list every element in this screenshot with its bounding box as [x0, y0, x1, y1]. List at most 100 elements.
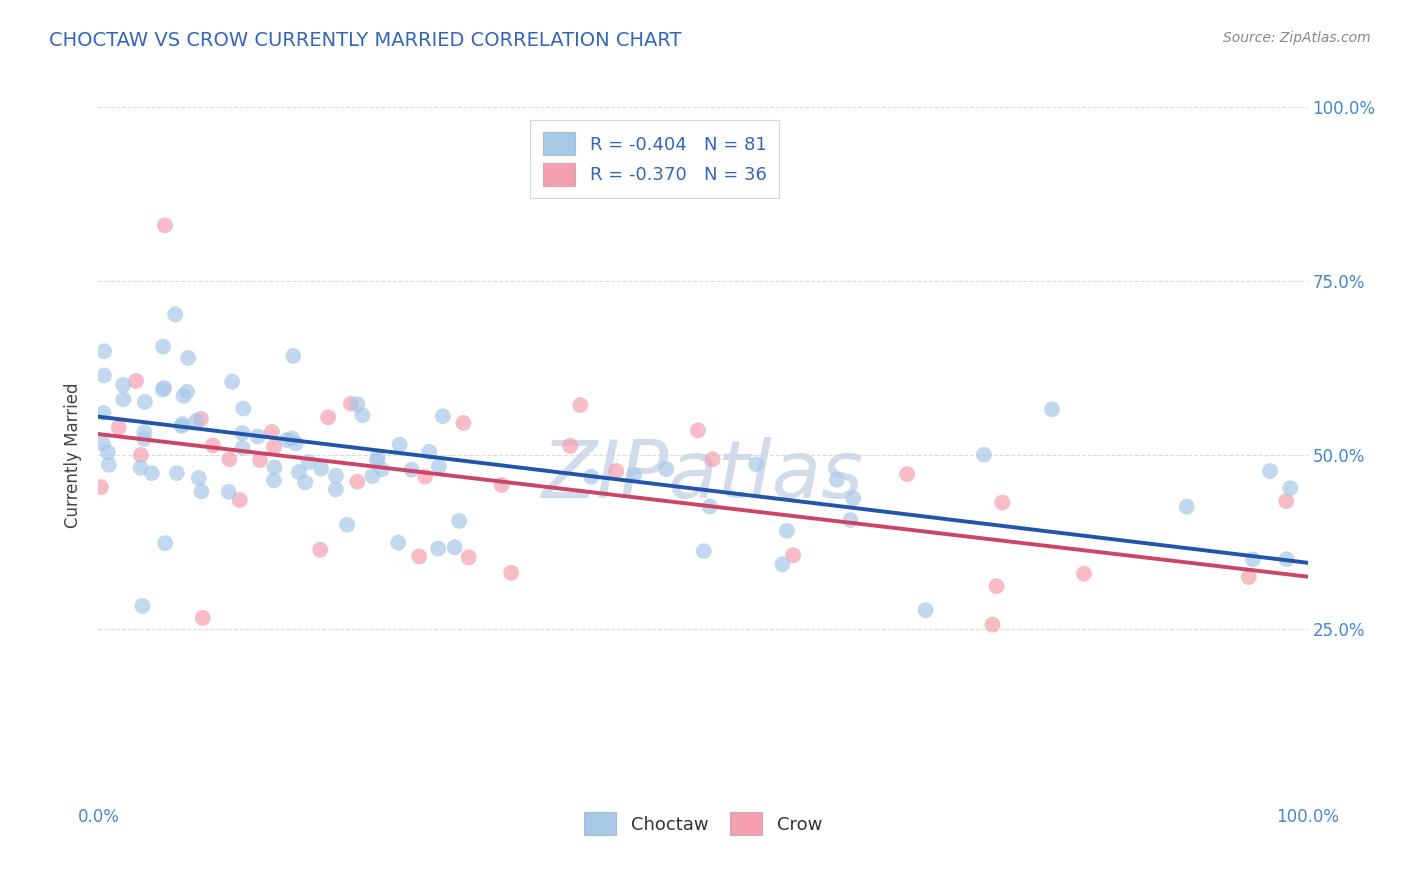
Point — [201, 438, 224, 452]
Point — [702, 452, 724, 467]
Point — [134, 432, 156, 446]
Point — [408, 549, 430, 564]
Point — [361, 469, 384, 483]
Point — [986, 579, 1008, 593]
Point — [283, 349, 305, 363]
Point — [93, 344, 115, 359]
Point — [699, 500, 721, 514]
Point — [340, 397, 363, 411]
Point — [776, 524, 799, 538]
Point — [246, 429, 269, 443]
Point — [165, 307, 187, 321]
Point — [401, 463, 423, 477]
Point — [93, 368, 115, 383]
Point — [134, 395, 156, 409]
Point — [388, 438, 411, 452]
Point — [177, 351, 200, 365]
Point — [1279, 481, 1302, 495]
Point — [842, 491, 865, 506]
Point — [218, 484, 240, 499]
Point — [91, 436, 114, 450]
Point — [294, 475, 316, 490]
Point — [387, 535, 409, 549]
Point — [443, 540, 465, 554]
Point — [297, 455, 319, 469]
Point — [581, 469, 603, 483]
Point — [153, 219, 176, 233]
Point — [346, 475, 368, 489]
Point — [325, 468, 347, 483]
Point — [1275, 494, 1298, 508]
Point — [745, 457, 768, 471]
Point — [1258, 464, 1281, 478]
Point — [112, 392, 135, 407]
Point — [770, 558, 793, 572]
Point — [129, 448, 152, 462]
Point — [190, 484, 212, 499]
Point — [914, 603, 936, 617]
Point — [97, 445, 120, 459]
Point — [191, 611, 214, 625]
Point — [782, 548, 804, 562]
Text: ZIPatlas: ZIPatlas — [541, 437, 865, 515]
Point — [288, 465, 311, 479]
Point — [1241, 552, 1264, 566]
Point — [418, 445, 440, 459]
Point — [232, 441, 254, 455]
Point — [352, 408, 374, 422]
Point — [325, 483, 347, 497]
Point — [131, 599, 153, 613]
Point — [309, 542, 332, 557]
Point — [558, 439, 581, 453]
Point — [569, 398, 592, 412]
Point — [693, 544, 716, 558]
Point — [276, 433, 298, 447]
Point — [172, 417, 194, 431]
Legend: Choctaw, Crow: Choctaw, Crow — [576, 805, 830, 842]
Point — [112, 378, 135, 392]
Y-axis label: Currently Married: Currently Married — [65, 382, 83, 528]
Point — [190, 412, 212, 426]
Point — [457, 550, 479, 565]
Point — [991, 495, 1014, 509]
Text: Source: ZipAtlas.com: Source: ZipAtlas.com — [1223, 31, 1371, 45]
Point — [316, 410, 339, 425]
Point — [491, 478, 513, 492]
Point — [153, 536, 176, 550]
Point — [453, 416, 475, 430]
Point — [281, 432, 304, 446]
Point — [90, 480, 112, 494]
Point — [153, 381, 176, 395]
Point — [1275, 552, 1298, 566]
Point — [125, 374, 148, 388]
Point — [432, 409, 454, 424]
Point — [896, 467, 918, 482]
Point — [825, 473, 848, 487]
Point — [284, 436, 307, 450]
Point — [371, 462, 394, 476]
Point — [152, 383, 174, 397]
Point — [173, 389, 195, 403]
Point — [221, 375, 243, 389]
Point — [134, 425, 156, 439]
Point — [249, 453, 271, 467]
Point — [231, 426, 253, 441]
Point — [1175, 500, 1198, 514]
Point — [501, 566, 523, 580]
Point — [218, 452, 240, 467]
Point — [427, 541, 450, 556]
Point — [346, 397, 368, 411]
Point — [336, 517, 359, 532]
Point — [186, 414, 208, 428]
Point — [623, 467, 645, 482]
Point — [97, 458, 120, 472]
Text: CHOCTAW VS CROW CURRENTLY MARRIED CORRELATION CHART: CHOCTAW VS CROW CURRENTLY MARRIED CORREL… — [49, 31, 682, 50]
Point — [839, 513, 862, 527]
Point — [973, 448, 995, 462]
Point — [605, 464, 627, 478]
Point — [232, 401, 254, 416]
Point — [187, 471, 209, 485]
Point — [366, 453, 388, 467]
Point — [107, 420, 129, 434]
Point — [686, 423, 709, 437]
